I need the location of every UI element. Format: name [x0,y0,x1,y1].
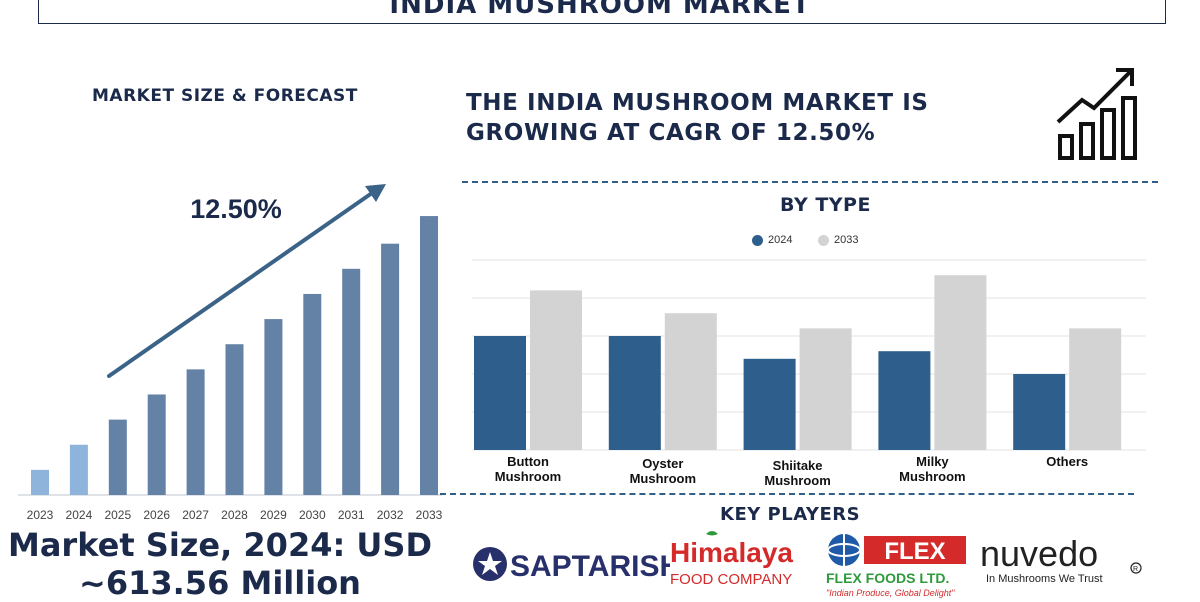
forecast-year-label: 2025 [104,508,131,522]
forecast-year-label: 2030 [299,508,326,522]
legend-swatch [818,234,829,246]
category-label: Shiitake [773,458,823,473]
forecast-bar [31,469,49,495]
type-bar-2033 [934,275,987,450]
forecast-bar [225,344,244,495]
type-bar-2024 [474,336,526,450]
trend-arrow-line [107,191,374,378]
title-frame [38,0,1166,24]
market-size-summary: Market Size, 2024: USD ~613.56 Million [0,526,440,602]
forecast-chart: 2023 2024 2025 2026 2027 2028 2029 2030 2031 2032… [18,184,443,522]
cagr-annotation: 12.50% [190,194,282,224]
market-size-line-1: Market Size, 2024: USD [7,526,432,564]
category-label: Mushroom [764,473,830,488]
page-title: INDIA MUSHROOM MARKET [389,0,811,20]
forecast-year-label: 2029 [260,508,287,522]
type-bar-2033 [1069,328,1122,450]
category-label: Oyster [642,456,683,471]
type-bar-2024 [878,351,931,450]
nuvedo-logo: nuvedo R In Mushrooms We Trust [980,533,1142,585]
forecast-year-label: 2026 [143,508,170,522]
type-bar-2024 [608,336,661,450]
market-size-line-2: ~613.56 Million [79,564,361,602]
type-bar-2033 [799,328,852,450]
flex-company-name: FLEX FOODS LTD. [826,570,949,586]
forecast-year-label: 2023 [27,508,54,522]
forecast-bar [69,444,88,495]
himalaya-wordmark: Himalaya [670,537,793,568]
himalaya-tagline: FOOD COMPANY [670,571,792,588]
cagr-headline-line-1: THE INDIA MUSHROOM MARKET IS [466,90,929,116]
forecast-bar [342,268,361,495]
legend-label: 2024 [768,234,793,246]
section-divider [440,493,1134,495]
category-label: Mushroom [899,469,965,484]
forecast-bar [108,419,127,495]
forecast-bar [381,243,400,495]
svg-text:R: R [1133,566,1138,573]
forecast-year-label: 2028 [221,508,248,522]
cagr-headline: THE INDIA MUSHROOM MARKET IS GROWING AT … [466,88,1026,148]
forecast-bar [186,369,205,495]
trend-arrow-head [365,184,386,202]
forecast-bar [264,319,283,495]
flex-tagline: "Indian Produce, Global Delight" [826,588,955,598]
forecast-title: MARKET SIZE & FORECAST [92,86,358,106]
category-label: Mushroom [630,471,696,486]
growth-chart-icon [1056,68,1137,160]
legend-item-2024: 2024 [752,234,792,246]
category-label: Button [507,454,549,469]
saptarishi-logo: SAPTARISHI [473,547,670,583]
category-label: Others [1046,454,1088,469]
category-label: Mushroom [495,469,561,484]
legend-label: 2033 [834,234,859,246]
cagr-headline-line-2: GROWING AT CAGR OF 12.50% [466,120,876,146]
forecast-bar [420,216,438,495]
himalaya-logo: Himalaya FOOD COMPANY [670,531,793,588]
by-type-chart: ButtonMushroomOysterMushroomShiitakeMush… [472,259,1146,488]
forecast-bar [147,394,166,495]
forecast-year-label: 2031 [338,508,365,522]
type-bar-2024 [1013,374,1066,450]
forecast-year-label: 2033 [416,508,443,522]
forecast-bar [303,293,322,495]
key-players-title: KEY PLAYERS [720,504,861,525]
legend-item-2033: 2033 [818,234,858,246]
legend-swatch [752,234,763,246]
forecast-year-label: 2024 [66,508,93,522]
type-bar-2033 [664,313,717,450]
nuvedo-wordmark: nuvedo [980,533,1098,574]
saptarishi-wordmark: SAPTARISHI [510,550,670,583]
category-label: Milky [916,454,949,469]
forecast-year-label: 2032 [377,508,404,522]
type-bar-2024 [743,358,796,450]
by-type-title: BY TYPE [780,194,871,216]
flex-wordmark: FLEX [884,538,945,565]
type-bar-2033 [530,290,582,450]
section-divider [462,181,1158,183]
flex-foods-logo: FLEX FLEX FOODS LTD. "Indian Produce, Gl… [826,534,966,598]
forecast-year-label: 2027 [182,508,209,522]
nuvedo-tagline: In Mushrooms We Trust [986,573,1103,585]
